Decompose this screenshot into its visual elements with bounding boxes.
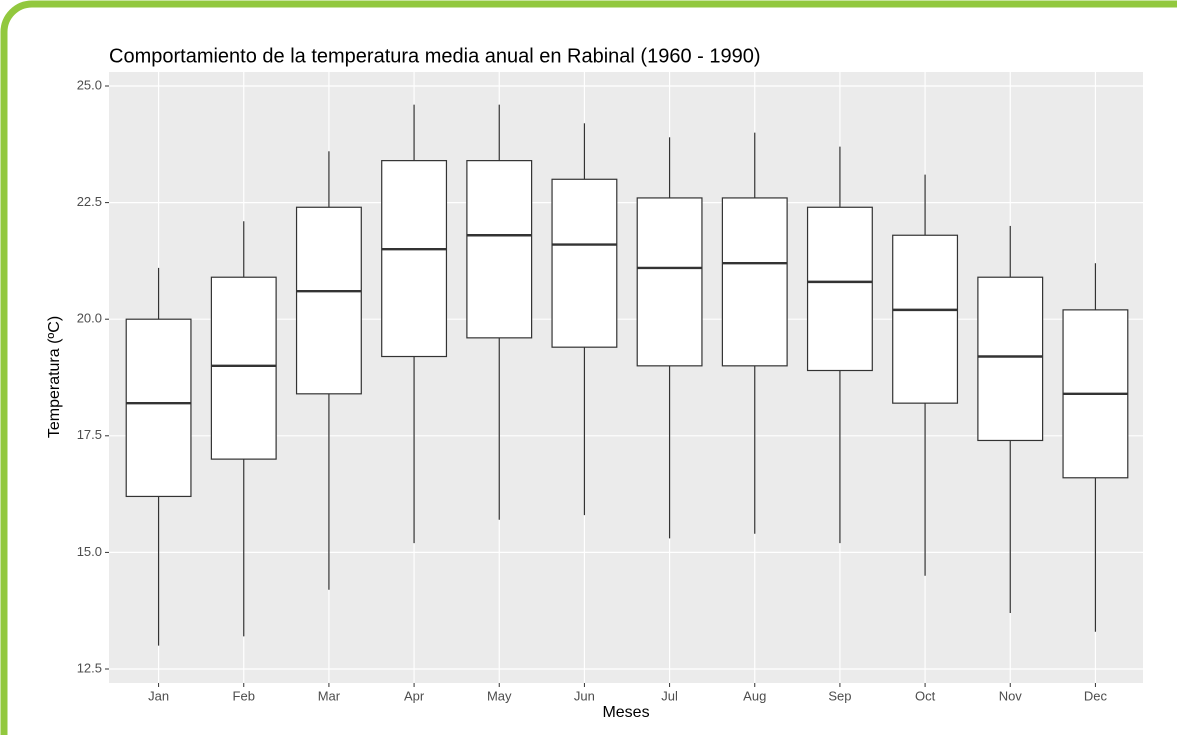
y-axis-label: Temperatura (ºC) xyxy=(46,316,63,438)
panel xyxy=(109,72,1143,683)
box xyxy=(381,160,448,358)
x-tick-label: Aug xyxy=(743,688,766,703)
y-tick-label: 15.0 xyxy=(77,544,102,559)
x-tick-label: Oct xyxy=(915,688,936,703)
y-tick-label: 12.5 xyxy=(77,660,102,675)
x-tick-label: Sep xyxy=(828,688,851,703)
box xyxy=(636,197,703,367)
box xyxy=(466,160,533,339)
x-tick-label: Dec xyxy=(1084,688,1108,703)
box xyxy=(806,206,873,372)
y-tick-label: 22.5 xyxy=(77,194,102,209)
x-tick-label: Apr xyxy=(404,688,425,703)
x-tick-label: Jun xyxy=(574,688,595,703)
box xyxy=(125,318,192,498)
x-tick-label: Nov xyxy=(999,688,1023,703)
box xyxy=(210,276,277,460)
x-tick-label: May xyxy=(487,688,512,703)
x-axis-label: Meses xyxy=(602,704,649,721)
x-tick-label: Jul xyxy=(661,688,678,703)
x-tick-label: Jan xyxy=(148,688,169,703)
box xyxy=(892,234,959,404)
chart-title: Comportamiento de la temperatura media a… xyxy=(109,45,761,67)
y-tick-label: 17.5 xyxy=(77,427,102,442)
y-tick-label: 20.0 xyxy=(77,311,102,326)
x-tick-label: Feb xyxy=(233,688,255,703)
box xyxy=(977,276,1044,442)
y-tick-label: 25.0 xyxy=(77,77,102,92)
x-tick-label: Mar xyxy=(318,688,341,703)
box xyxy=(295,206,362,395)
box xyxy=(721,197,788,367)
box xyxy=(551,178,618,348)
